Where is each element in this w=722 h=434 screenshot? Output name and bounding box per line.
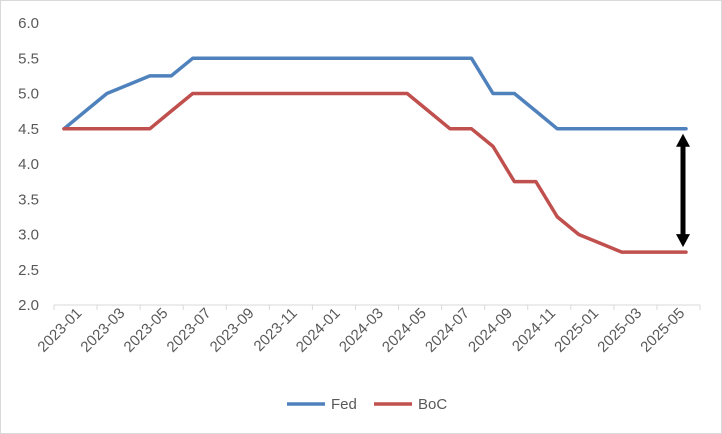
gap-arrow-head-up (676, 133, 690, 147)
gap-arrow-head-down (676, 234, 690, 248)
y-tick-label: 2.0 (18, 297, 39, 314)
y-tick-label: 6.0 (18, 15, 39, 32)
y-tick-label: 3.0 (18, 227, 39, 244)
x-tick-label: 2023-09 (207, 305, 258, 356)
legend-label-fed: Fed (331, 396, 357, 413)
x-tick-label: 2024-11 (509, 305, 559, 355)
x-tick-label: 2023-07 (164, 305, 215, 356)
legend-label-boc: BoC (418, 396, 447, 413)
x-tick-label: 2025-01 (551, 305, 602, 356)
x-tick-label: 2024-07 (422, 305, 473, 356)
x-tick-label: 2024-01 (293, 305, 344, 356)
x-tick-label: 2025-05 (637, 305, 688, 356)
y-tick-label: 4.0 (18, 156, 39, 173)
x-axis: 2023-012023-032023-052023-072023-092023-… (34, 304, 701, 356)
x-tick-label: 2023-01 (34, 305, 85, 356)
y-tick-label: 2.5 (18, 262, 39, 279)
y-tick-label: 5.5 (18, 50, 39, 67)
x-tick-label: 2023-05 (121, 305, 172, 356)
y-tick-label: 3.5 (18, 191, 39, 208)
annotation-layer (676, 133, 690, 248)
series-layer (62, 56, 688, 254)
x-tick-label: 2024-05 (379, 305, 430, 356)
series-line-fed (62, 56, 688, 131)
series-line-boc (62, 91, 688, 254)
x-tick-label: 2025-03 (594, 305, 645, 356)
legend: Fed BoC (287, 396, 447, 413)
y-tick-label: 4.5 (18, 121, 39, 138)
x-tick-label: 2024-03 (336, 305, 387, 356)
x-tick-label: 2024-09 (465, 305, 516, 356)
x-tick-label: 2023-03 (77, 305, 128, 356)
x-tick-label: 2023-11 (251, 305, 301, 355)
y-axis: 2.0 2.5 3.0 3.5 4.0 4.5 5.0 5.5 6.0 (18, 15, 39, 314)
y-tick-label: 5.0 (18, 86, 39, 103)
